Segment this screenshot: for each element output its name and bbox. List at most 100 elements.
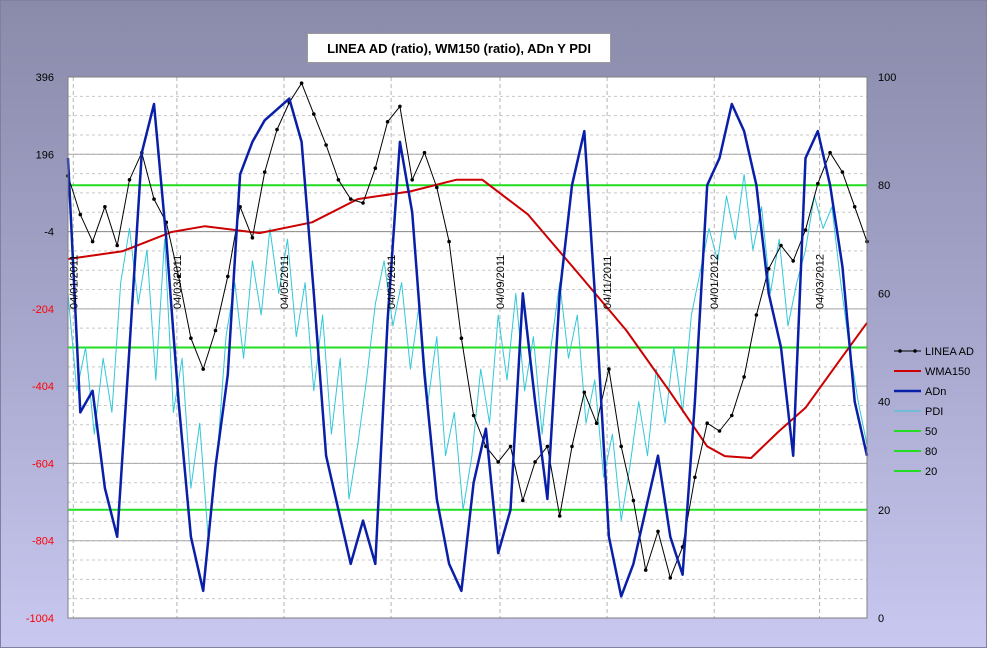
legend-label: ADn: [925, 386, 946, 398]
x-tick-label: 04/07/2011: [386, 255, 398, 309]
point-linea-ad: [127, 178, 132, 182]
point-linea-ad: [607, 367, 611, 371]
point-linea-ad: [226, 274, 230, 279]
point-linea-ad: [570, 444, 574, 449]
y-left-axis: 396 196 -4 -204 -404 -604 -804 -1004: [26, 72, 54, 625]
point-linea-ad: [816, 181, 820, 186]
chart-title: LINEA AD (ratio), WM150 (ratio), ADn Y P…: [327, 40, 591, 56]
legend-label: 20: [925, 466, 937, 478]
legend: LINEA AD WMA150 ADn PDI 50 80 20: [894, 346, 974, 478]
point-linea-ad: [447, 239, 451, 244]
y-left-tick-label: 196: [36, 149, 54, 161]
legend-label: WMA150: [925, 366, 970, 378]
y-left-tick-label: -404: [32, 381, 54, 393]
point-linea-ad: [508, 444, 513, 449]
y-right-tick-label: 0: [878, 613, 884, 625]
y-right-tick-label: 100: [878, 72, 896, 84]
x-tick-label: 04/05/2011: [279, 255, 291, 309]
point-linea-ad: [348, 197, 353, 201]
point-linea-ad: [324, 143, 328, 147]
x-tick-label: 04/01/2011: [68, 255, 80, 309]
point-linea-ad: [299, 81, 304, 85]
point-linea-ad: [754, 313, 759, 317]
point-linea-ad: [410, 178, 415, 182]
series-line-linea-ad: [67, 82, 868, 579]
point-linea-ad: [201, 367, 205, 371]
x-tick-label: 04/11/2011: [602, 256, 614, 309]
legend-label: LINEA AD: [925, 346, 974, 358]
point-linea-ad: [435, 185, 439, 190]
point-linea-ad: [250, 236, 255, 240]
legend-label: PDI: [925, 406, 943, 418]
point-linea-ad: [459, 336, 464, 341]
point-linea-ad: [422, 150, 427, 155]
point-linea-ad: [656, 529, 660, 534]
legend-marker: [898, 349, 902, 353]
point-linea-ad: [361, 201, 365, 205]
y-left-tick-label: -4: [44, 227, 54, 239]
legend-label: 50: [925, 426, 937, 438]
point-linea-ad: [730, 413, 734, 418]
point-linea-ad: [398, 104, 402, 109]
point-linea-ad: [312, 112, 316, 116]
series-line-adn: [66, 97, 869, 598]
y-right-tick-label: 60: [878, 288, 890, 300]
y-right-tick-label: 40: [878, 397, 890, 409]
point-linea-ad: [78, 212, 83, 217]
legend-label: 80: [925, 446, 937, 458]
point-linea-ad: [619, 444, 623, 449]
point-linea-ad: [631, 498, 636, 503]
point-linea-ad: [693, 475, 697, 480]
point-linea-ad: [275, 127, 279, 132]
point-linea-ad: [90, 239, 95, 244]
point-linea-ad: [643, 568, 648, 572]
point-linea-ad: [373, 166, 378, 170]
y-left-tick-label: 396: [36, 72, 54, 84]
point-linea-ad: [189, 336, 193, 341]
series-line-wma150: [67, 178, 868, 459]
point-linea-ad: [152, 197, 156, 201]
point-linea-ad: [521, 498, 525, 503]
series-layer: [66, 81, 869, 598]
y-left-tick-label: -604: [32, 458, 54, 470]
x-axis: 04/01/2011 04/03/2011 04/05/2011 04/07/2011…: [68, 254, 826, 309]
y-left-tick-label: -204: [32, 304, 54, 316]
point-linea-ad: [262, 170, 267, 174]
legend-marker: [913, 349, 917, 353]
reference-lines: [68, 184, 867, 511]
x-tick-label: 04/09/2011: [495, 255, 507, 309]
x-tick-label: 04/03/2011: [172, 255, 184, 309]
y-left-tick-label: -1004: [26, 613, 54, 625]
point-linea-ad: [742, 375, 746, 379]
series-line-pdi: [67, 173, 868, 543]
point-linea-ad: [779, 243, 783, 248]
point-linea-ad: [336, 178, 341, 182]
point-linea-ad: [840, 170, 845, 174]
point-linea-ad: [803, 228, 808, 232]
point-linea-ad: [103, 205, 107, 209]
x-tick-label: 04/01/2012: [709, 254, 721, 309]
point-linea-ad: [557, 514, 562, 518]
point-linea-ad: [496, 460, 501, 464]
chart-title-box: LINEA AD (ratio), WM150 (ratio), ADn Y P…: [307, 33, 611, 63]
point-linea-ad: [766, 266, 771, 271]
point-linea-ad: [668, 576, 673, 580]
x-tick-label: 04/03/2012: [815, 254, 827, 309]
y-right-tick-label: 20: [878, 505, 890, 517]
point-linea-ad: [705, 421, 709, 426]
point-linea-ad: [791, 259, 795, 263]
point-linea-ad: [115, 243, 119, 248]
point-linea-ad: [213, 328, 218, 333]
point-linea-ad: [385, 120, 390, 124]
point-linea-ad: [545, 444, 550, 449]
point-linea-ad: [717, 429, 722, 433]
point-linea-ad: [852, 205, 857, 209]
point-linea-ad: [594, 421, 599, 426]
y-right-tick-label: 80: [878, 180, 890, 192]
point-linea-ad: [582, 390, 587, 395]
point-linea-ad: [828, 150, 832, 155]
y-right-axis: 100 80 60 40 20 0: [878, 72, 896, 625]
point-linea-ad: [533, 460, 537, 464]
